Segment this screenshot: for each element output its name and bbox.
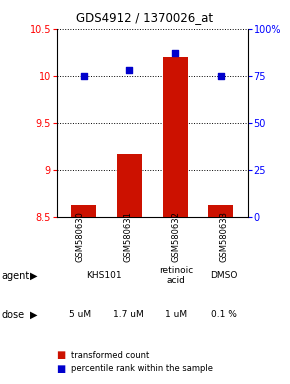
Bar xyxy=(117,154,142,217)
Bar xyxy=(71,205,96,217)
Point xyxy=(127,67,132,73)
Text: ▶: ▶ xyxy=(30,310,37,319)
Text: 5 uM: 5 uM xyxy=(69,310,92,319)
Point xyxy=(173,50,177,56)
Text: GSM580632: GSM580632 xyxy=(172,211,181,262)
Text: 1 uM: 1 uM xyxy=(165,310,187,319)
Bar xyxy=(162,57,188,217)
Text: agent: agent xyxy=(1,270,30,281)
Point xyxy=(81,73,86,79)
Text: GSM580631: GSM580631 xyxy=(124,211,133,262)
Text: GSM580633: GSM580633 xyxy=(220,211,229,262)
Text: 1.7 uM: 1.7 uM xyxy=(113,310,144,319)
Text: GSM580630: GSM580630 xyxy=(76,211,85,262)
Text: DMSO: DMSO xyxy=(210,271,238,280)
Bar xyxy=(208,205,233,217)
Text: percentile rank within the sample: percentile rank within the sample xyxy=(71,364,213,373)
Text: 0.1 %: 0.1 % xyxy=(211,310,237,319)
Text: GDS4912 / 1370026_at: GDS4912 / 1370026_at xyxy=(77,11,213,24)
Point xyxy=(218,73,223,79)
Text: ■: ■ xyxy=(57,350,66,360)
Text: transformed count: transformed count xyxy=(71,351,149,360)
Text: dose: dose xyxy=(1,310,25,319)
Text: retinoic
acid: retinoic acid xyxy=(159,266,193,285)
Text: ■: ■ xyxy=(57,364,66,374)
Text: ▶: ▶ xyxy=(30,270,37,281)
Text: KHS101: KHS101 xyxy=(87,271,122,280)
